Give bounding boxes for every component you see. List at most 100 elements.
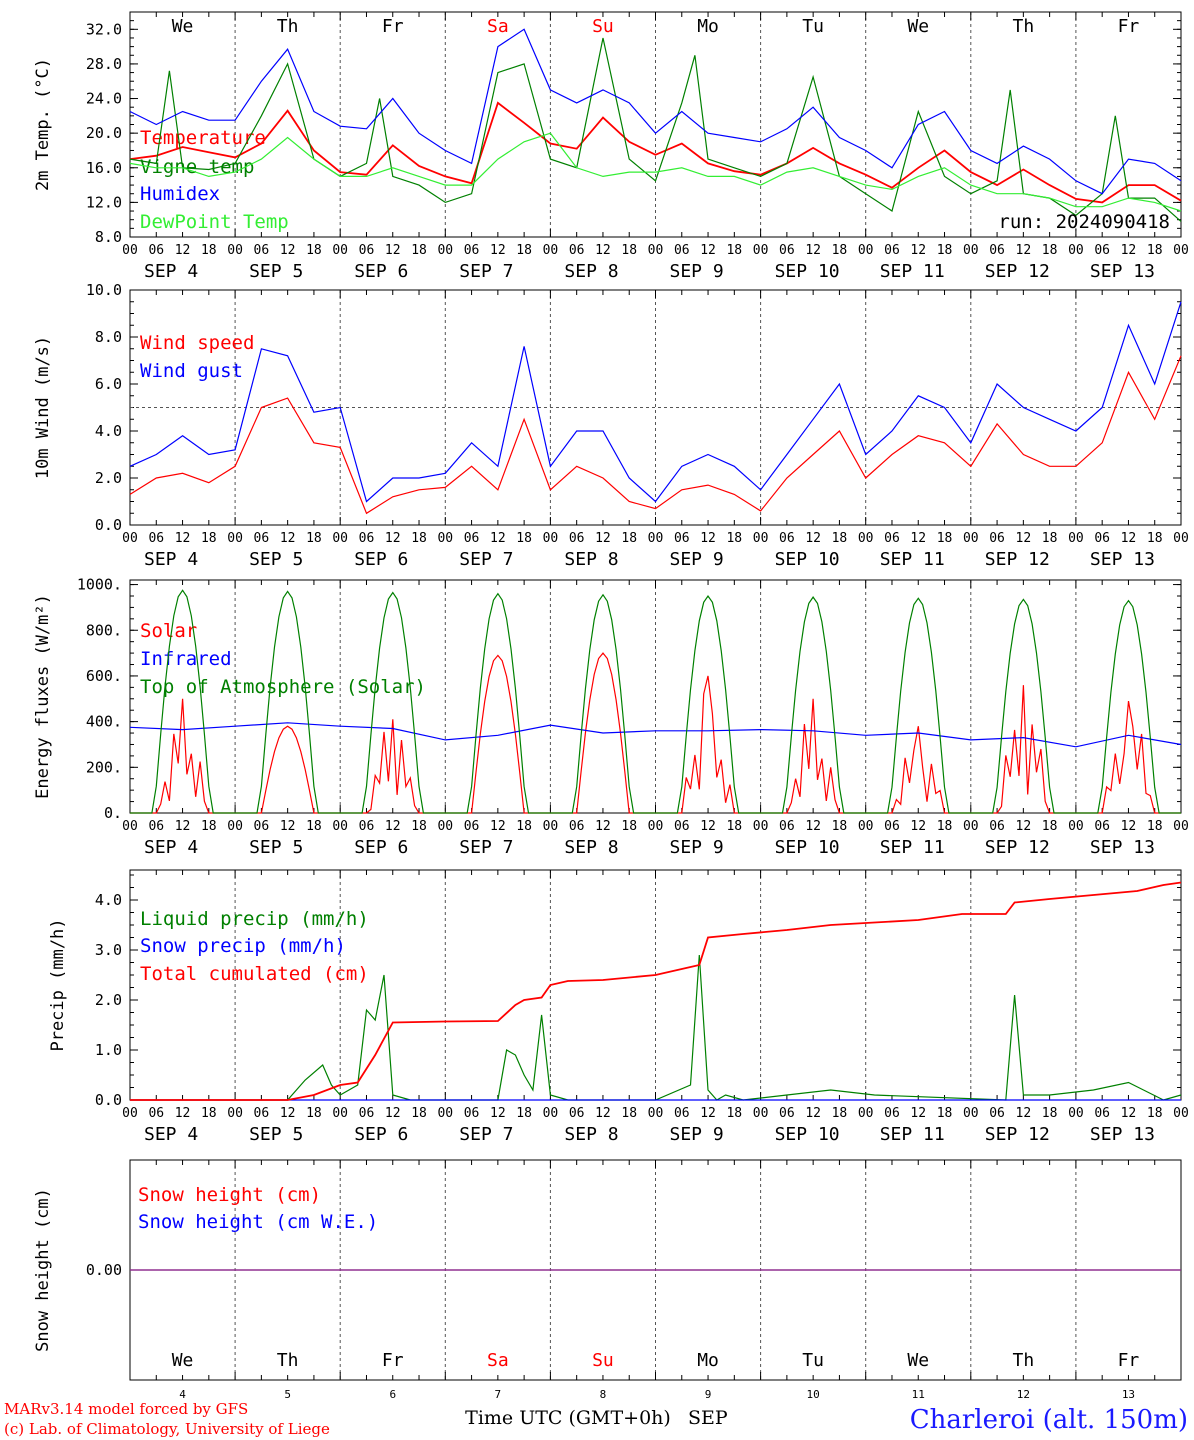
hour-tick-label: 06 (674, 243, 690, 258)
date-label: SEP 7 (459, 1124, 513, 1145)
date-label: SEP 11 (880, 837, 945, 858)
hour-tick-label: 12 (385, 1106, 401, 1121)
hour-tick-label: 18 (726, 819, 742, 834)
hour-tick-label: 12 (280, 1106, 296, 1121)
weekday-label: Mo (697, 16, 719, 37)
series-line-total-cumulated-cm- (130, 881, 1182, 1101)
hour-tick-label: 00 (332, 531, 348, 546)
y-tick-label: 2.0 (95, 469, 122, 487)
date-label: SEP 5 (249, 549, 303, 570)
hour-tick-label: 06 (148, 819, 164, 834)
y-tick-label: 12.0 (86, 193, 122, 211)
hour-tick-label: 00 (963, 819, 979, 834)
date-label: SEP 12 (985, 549, 1050, 570)
series-line-dewpoint-temp (129, 132, 1182, 212)
hour-tick-label: 00 (648, 243, 664, 258)
hour-tick-label: 06 (674, 531, 690, 546)
date-label: SEP 10 (775, 837, 840, 858)
legend-entry: Infrared (140, 648, 232, 670)
hour-tick-label: 18 (306, 819, 322, 834)
hour-tick-label: 18 (832, 819, 848, 834)
hour-tick-label: 12 (910, 819, 926, 834)
hour-tick-label: 00 (1068, 243, 1084, 258)
date-label: SEP 5 (249, 1124, 303, 1145)
hour-tick-label: 00 (753, 1106, 769, 1121)
hour-tick-label: 18 (516, 531, 532, 546)
y-tick-label: 0.00 (86, 1261, 122, 1279)
hour-tick-label: 18 (621, 531, 637, 546)
day-number: 10 (807, 1388, 820, 1401)
panel-2: 10.0 8.0 6.0 4.0 2.0 0.0 10m Wind (m/s) Wind sp… (33, 281, 1189, 570)
weekday-label: Th (1013, 16, 1035, 37)
weekday-label: Fr (382, 16, 404, 37)
hour-tick-label: 18 (621, 1106, 637, 1121)
legend-entry: Solar (140, 620, 197, 642)
date-label: SEP 5 (249, 837, 303, 858)
legend-entry: Total cumulated (cm) (140, 963, 369, 985)
date-label: SEP 12 (985, 261, 1050, 282)
hour-tick-label: 00 (122, 531, 138, 546)
hour-tick-label: 00 (543, 819, 559, 834)
hour-tick-label: 06 (464, 1106, 480, 1121)
hour-tick-label: 12 (175, 819, 191, 834)
hour-tick-label: 06 (148, 243, 164, 258)
hour-tick-label: 18 (1147, 819, 1163, 834)
date-label: SEP 10 (775, 1124, 840, 1145)
y-tick-label: 10.0 (86, 281, 122, 299)
series-line-liquid-precip-mm-h- (130, 954, 1182, 1101)
credit-line: (c) Lab. of Climatology, University of L… (4, 1420, 330, 1438)
y-tick-label: 24.0 (86, 90, 122, 108)
y-tick-label: 0.0 (95, 516, 122, 534)
hour-tick-label: 00 (753, 531, 769, 546)
hour-tick-label: 18 (306, 531, 322, 546)
hour-tick-label: 12 (700, 1106, 716, 1121)
hour-tick-label: 00 (437, 243, 453, 258)
hour-tick-label: 00 (122, 1106, 138, 1121)
date-label: SEP 6 (354, 549, 408, 570)
hour-tick-label: 18 (832, 243, 848, 258)
date-label: SEP 6 (354, 1124, 408, 1145)
hour-tick-label: 12 (280, 243, 296, 258)
hour-tick-label: 18 (1147, 1106, 1163, 1121)
date-label: SEP 11 (880, 549, 945, 570)
hour-tick-label: 00 (963, 1106, 979, 1121)
date-label: SEP 11 (880, 261, 945, 282)
hour-tick-label: 06 (674, 1106, 690, 1121)
hour-tick-label: 18 (621, 243, 637, 258)
date-label: SEP 8 (564, 261, 618, 282)
weekday-label: Tu (802, 1350, 824, 1371)
y-axis-label: 10m Wind (m/s) (33, 336, 53, 479)
hour-tick-label: 06 (359, 1106, 375, 1121)
hour-tick-label: 12 (280, 819, 296, 834)
y-tick-label: 600. (86, 667, 122, 685)
hour-tick-label: 12 (490, 531, 506, 546)
y-tick-label: 0. (104, 804, 122, 822)
weekday-label: Sa (487, 1350, 509, 1371)
hour-tick-label: 00 (332, 819, 348, 834)
date-label: SEP 9 (670, 261, 724, 282)
date-label: SEP 13 (1090, 837, 1155, 858)
hour-tick-label: 12 (1121, 243, 1137, 258)
hour-tick-label: 00 (1068, 1106, 1084, 1121)
legend-entry: Wind speed (140, 332, 254, 354)
day-number: 7 (495, 1388, 502, 1401)
series-line-temperature (129, 101, 1182, 204)
date-label: SEP 8 (564, 549, 618, 570)
hour-tick-label: 06 (884, 819, 900, 834)
legend-entry: DewPoint Temp (140, 211, 289, 233)
day-number: 4 (179, 1388, 186, 1401)
hour-tick-label: 18 (726, 531, 742, 546)
hour-tick-label: 12 (175, 243, 191, 258)
hour-tick-label: 06 (254, 819, 270, 834)
hour-tick-label: 06 (674, 819, 690, 834)
y-tick-label: 800. (86, 621, 122, 639)
hour-tick-label: 12 (385, 531, 401, 546)
y-tick-label: 16.0 (86, 159, 122, 177)
hour-tick-label: 06 (148, 1106, 164, 1121)
hour-tick-label: 12 (175, 1106, 191, 1121)
y-tick-label: 6.0 (95, 375, 122, 393)
series-line-top-of-atmosphere-solar- (130, 589, 1181, 814)
y-tick-label: 4.0 (95, 891, 122, 909)
hour-tick-label: 00 (543, 1106, 559, 1121)
hour-tick-label: 06 (1094, 243, 1110, 258)
